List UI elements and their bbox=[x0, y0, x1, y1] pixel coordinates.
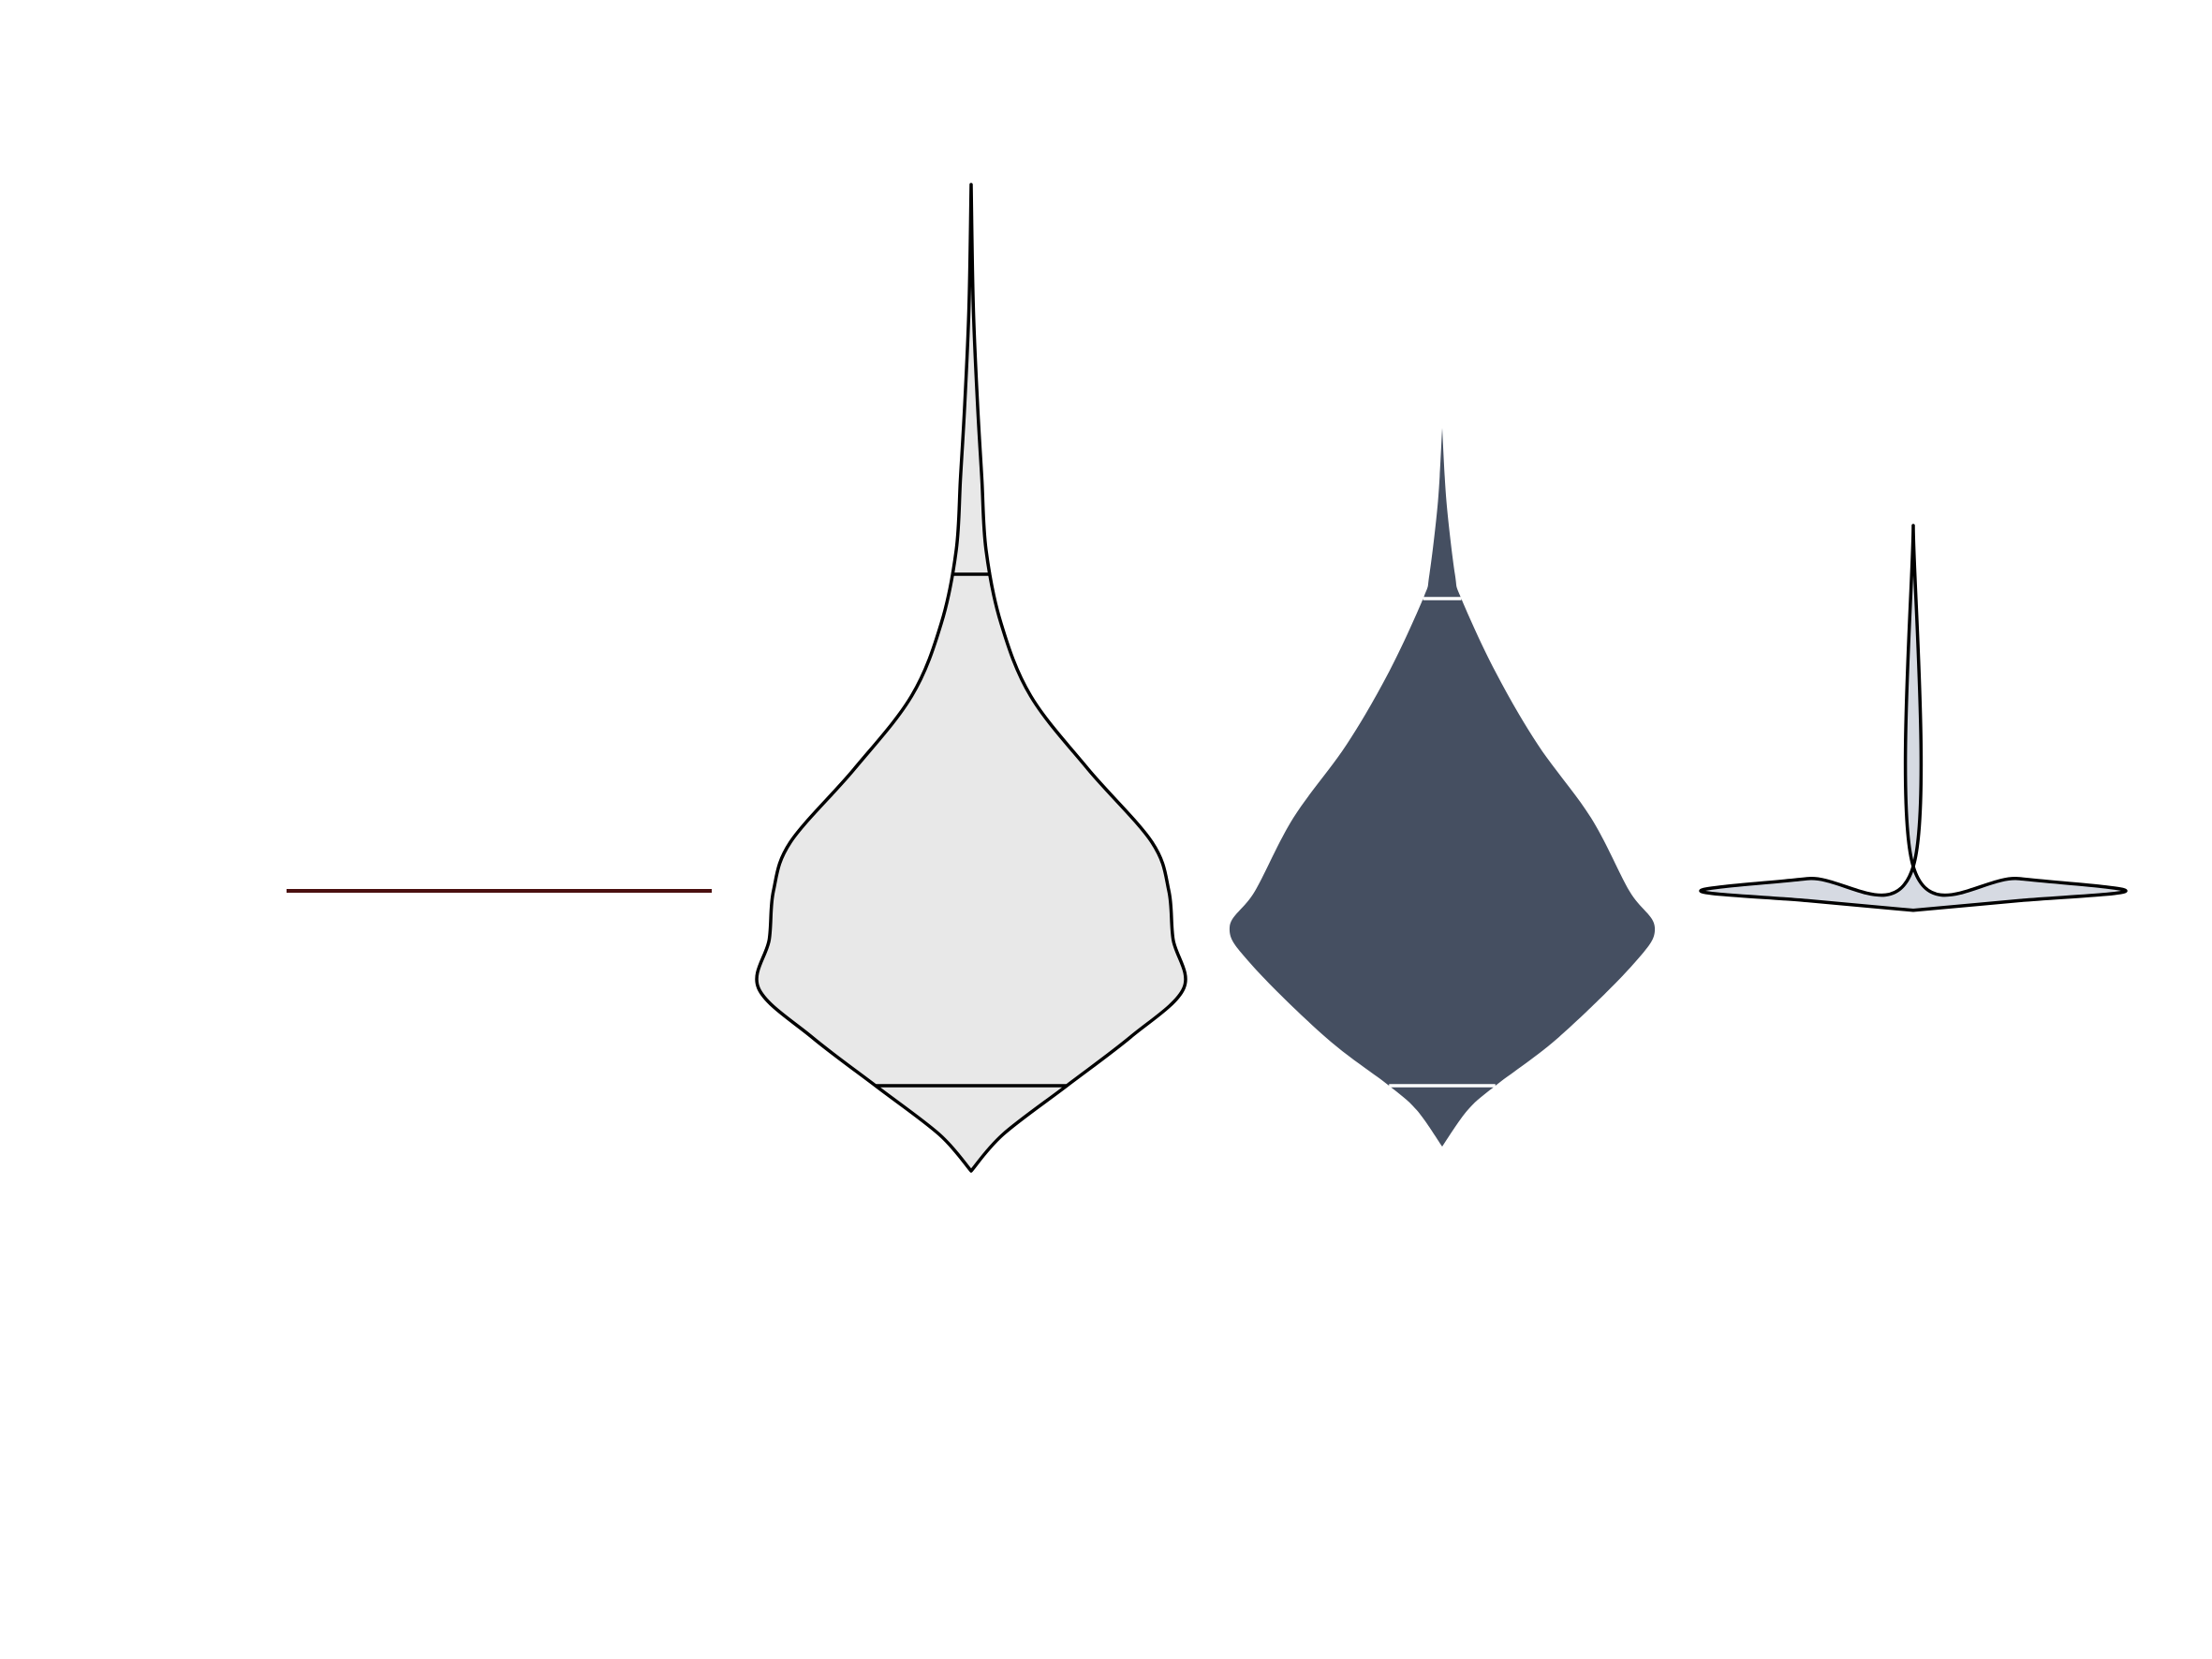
violin-2 bbox=[757, 185, 1186, 1171]
violin-2-body bbox=[757, 185, 1186, 1171]
violin-4 bbox=[1701, 526, 2126, 911]
violin-3-body bbox=[1230, 428, 1655, 1147]
violin-4-body bbox=[1701, 526, 2126, 911]
violin-3 bbox=[1230, 428, 1655, 1147]
